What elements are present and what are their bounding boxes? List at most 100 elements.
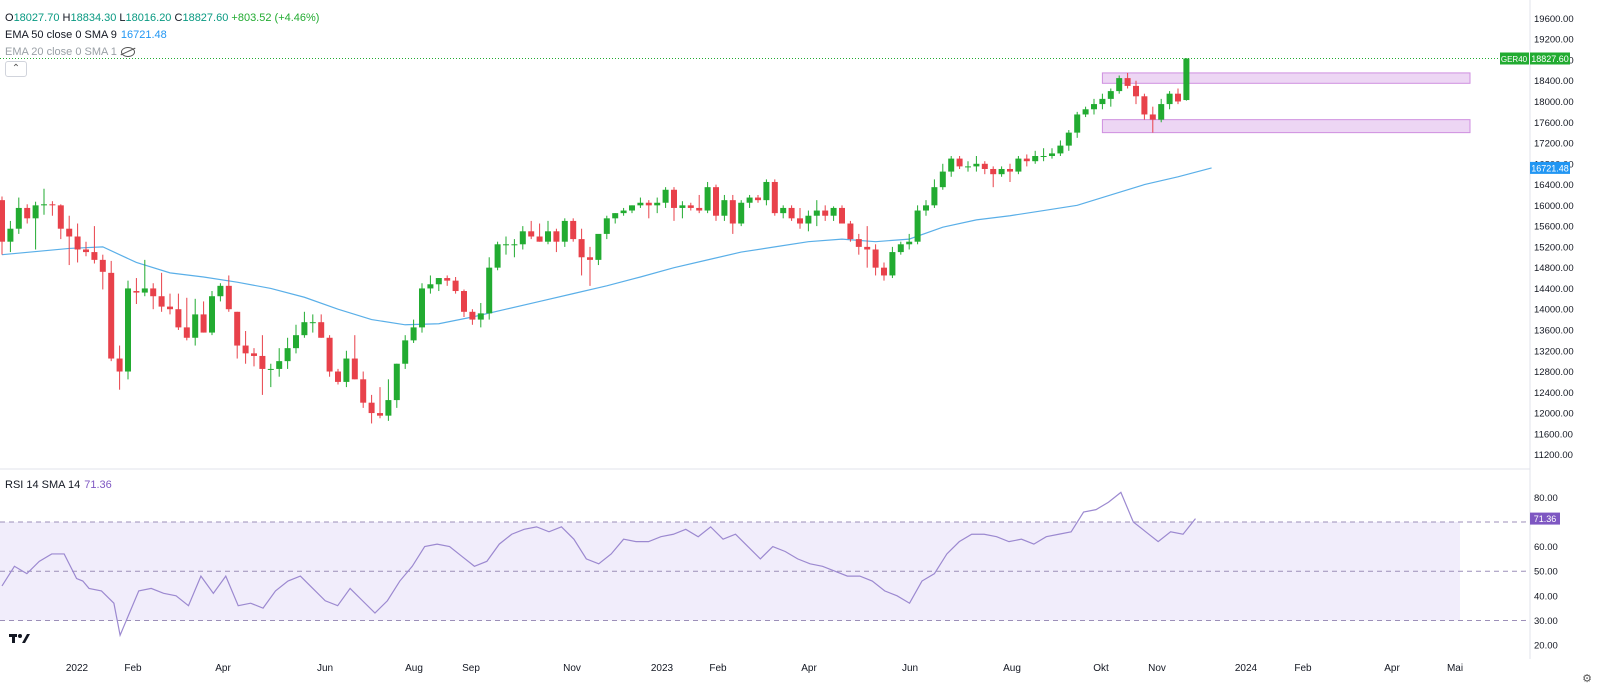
candle[interactable]: [469, 311, 476, 320]
candle[interactable]: [150, 288, 157, 297]
collapse-legend-button[interactable]: ⌃: [5, 61, 27, 77]
candle[interactable]: [385, 400, 392, 416]
candle[interactable]: [32, 205, 39, 219]
candle[interactable]: [259, 355, 266, 369]
candle[interactable]: [906, 241, 913, 245]
candle[interactable]: [393, 363, 400, 401]
candle[interactable]: [763, 181, 770, 201]
candle[interactable]: [503, 244, 509, 246]
candle[interactable]: [1175, 93, 1181, 102]
candle[interactable]: [595, 233, 602, 260]
candle[interactable]: [965, 166, 971, 168]
tradingview-logo-icon[interactable]: [8, 630, 32, 646]
candle[interactable]: [553, 231, 560, 242]
candle[interactable]: [326, 337, 333, 372]
candle[interactable]: [1065, 132, 1072, 146]
candle[interactable]: [15, 207, 22, 229]
candle[interactable]: [7, 228, 14, 242]
candle[interactable]: [49, 204, 56, 206]
candle[interactable]: [444, 278, 451, 281]
candle[interactable]: [587, 257, 593, 260]
candle[interactable]: [1015, 158, 1022, 172]
candle[interactable]: [923, 205, 929, 211]
candle[interactable]: [897, 244, 904, 253]
candle[interactable]: [74, 236, 81, 250]
ema50-line[interactable]: [1, 167, 1212, 326]
candle[interactable]: [91, 252, 98, 260]
rsi-line[interactable]: [1, 491, 1196, 638]
candle[interactable]: [116, 358, 123, 372]
candle[interactable]: [1040, 156, 1047, 158]
candle[interactable]: [528, 231, 535, 237]
candle[interactable]: [1057, 145, 1064, 154]
candle[interactable]: [251, 353, 257, 356]
candle[interactable]: [461, 291, 467, 312]
candle[interactable]: [536, 236, 543, 242]
candle[interactable]: [612, 213, 619, 219]
candle[interactable]: [343, 358, 350, 382]
candle[interactable]: [755, 197, 761, 201]
candle[interactable]: [360, 379, 367, 403]
candle[interactable]: [771, 181, 778, 214]
candle[interactable]: [914, 210, 921, 242]
candle[interactable]: [435, 278, 442, 285]
candle[interactable]: [687, 205, 694, 208]
candle[interactable]: [427, 284, 434, 289]
candle[interactable]: [410, 327, 417, 341]
candle[interactable]: [645, 202, 652, 206]
candle[interactable]: [1166, 93, 1173, 105]
candle[interactable]: [1082, 109, 1089, 115]
candle[interactable]: [1133, 85, 1139, 97]
candle[interactable]: [578, 239, 585, 258]
candle[interactable]: [629, 205, 635, 211]
candle[interactable]: [1107, 91, 1114, 99]
candle[interactable]: [931, 187, 938, 206]
candle[interactable]: [973, 163, 980, 167]
candle[interactable]: [486, 267, 493, 314]
candle[interactable]: [368, 402, 375, 414]
candle[interactable]: [225, 285, 232, 310]
candle[interactable]: [133, 291, 140, 293]
support-resistance-zone[interactable]: [1101, 119, 1471, 134]
candle[interactable]: [519, 231, 526, 245]
candle[interactable]: [276, 361, 283, 369]
candle[interactable]: [1183, 58, 1190, 101]
candle[interactable]: [981, 163, 988, 169]
rsi-legend[interactable]: RSI 14 SMA 14 71.36: [5, 478, 112, 492]
hidden-eye-icon[interactable]: [120, 47, 135, 58]
candle[interactable]: [1049, 153, 1055, 157]
candle[interactable]: [301, 322, 308, 336]
candle[interactable]: [293, 335, 299, 349]
candle[interactable]: [234, 311, 241, 346]
candle[interactable]: [167, 306, 173, 310]
candle[interactable]: [24, 207, 31, 219]
settings-gear-icon[interactable]: ⚙: [1582, 673, 1592, 685]
candle[interactable]: [1141, 96, 1148, 115]
candle[interactable]: [477, 313, 484, 320]
candle[interactable]: [419, 288, 425, 328]
candle[interactable]: [200, 314, 207, 333]
candle[interactable]: [654, 202, 661, 206]
candle[interactable]: [822, 210, 829, 216]
candle[interactable]: [183, 327, 190, 338]
candle[interactable]: [864, 246, 871, 250]
candle[interactable]: [545, 231, 551, 242]
candle[interactable]: [377, 413, 383, 416]
ema20-legend[interactable]: EMA 20 close 0 SMA 1: [5, 45, 135, 59]
candle[interactable]: [335, 371, 341, 382]
candle[interactable]: [813, 210, 820, 216]
candle[interactable]: [209, 296, 215, 333]
candle[interactable]: [998, 168, 1005, 175]
candle[interactable]: [1032, 156, 1039, 162]
candle[interactable]: [66, 228, 73, 237]
candle[interactable]: [83, 249, 89, 253]
candle[interactable]: [351, 358, 358, 380]
candle[interactable]: [494, 244, 501, 268]
candle[interactable]: [1074, 114, 1081, 133]
candle[interactable]: [990, 168, 997, 175]
support-resistance-zone[interactable]: [1101, 72, 1471, 84]
candle[interactable]: [570, 220, 577, 240]
candle[interactable]: [1091, 104, 1097, 110]
candle[interactable]: [637, 202, 644, 206]
candle[interactable]: [746, 197, 753, 203]
